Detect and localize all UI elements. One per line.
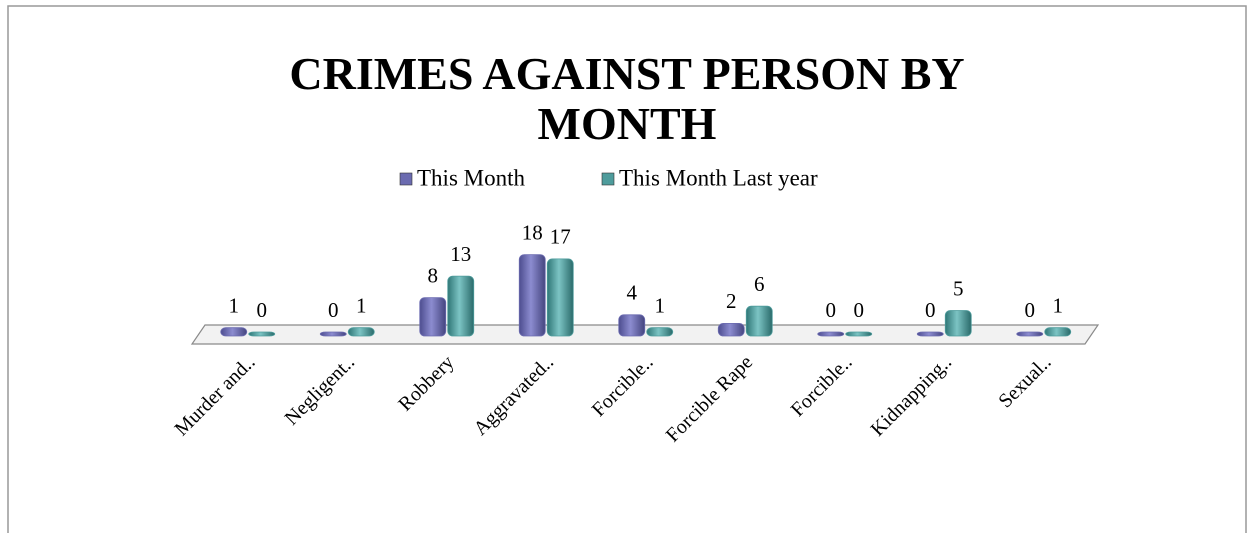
bar xyxy=(845,331,873,337)
x-tick-label: Aggravated.. xyxy=(469,351,558,440)
bar xyxy=(419,297,447,337)
x-tick-label: Kidnapping.. xyxy=(867,351,956,440)
bar xyxy=(347,327,375,337)
x-tick-label: Forcible.. xyxy=(588,351,658,421)
title-line: CRIMES AGAINST PERSON BY xyxy=(289,48,964,99)
bar xyxy=(1044,327,1072,337)
frame xyxy=(7,5,1247,533)
title-line: MONTH xyxy=(538,98,717,149)
bar xyxy=(817,331,845,337)
legend-swatch xyxy=(601,172,615,186)
data-label: 5 xyxy=(953,276,964,300)
data-label: 0 xyxy=(826,298,837,322)
bar xyxy=(944,310,972,337)
floor xyxy=(190,324,1100,345)
x-tick-label: Murder and.. xyxy=(171,351,260,440)
data-label: 1 xyxy=(229,294,240,318)
data-label: 1 xyxy=(356,294,367,318)
data-label: 1 xyxy=(1053,294,1064,318)
legend-swatch xyxy=(399,172,413,186)
data-label: 1 xyxy=(655,294,666,318)
data-label: 4 xyxy=(627,281,638,305)
x-tick-label: Sexual.. xyxy=(994,351,1055,412)
chart-title: MONTH xyxy=(538,98,717,149)
bar xyxy=(1016,331,1044,337)
bar xyxy=(518,254,546,337)
bar xyxy=(220,327,248,337)
data-label: 0 xyxy=(854,298,865,322)
data-label: 17 xyxy=(550,225,571,249)
data-label: 0 xyxy=(925,298,936,322)
data-label: 18 xyxy=(522,220,543,244)
bar xyxy=(717,322,745,337)
bar xyxy=(546,258,574,337)
bar xyxy=(447,275,475,337)
bar xyxy=(618,314,646,337)
legend-label: This Month Last year xyxy=(619,165,818,190)
x-tick-label: Forcible.. xyxy=(787,351,857,421)
data-label: 6 xyxy=(754,272,765,296)
x-tick-label: Negligent.. xyxy=(281,351,359,429)
bar xyxy=(646,327,674,337)
data-label: 0 xyxy=(328,298,339,322)
data-label: 13 xyxy=(450,242,471,266)
bar xyxy=(248,331,276,337)
data-label: 0 xyxy=(1025,298,1036,322)
bar xyxy=(745,305,773,337)
data-label: 2 xyxy=(726,289,737,313)
legend-label: This Month xyxy=(417,165,525,190)
x-tick-label: Forcible Rape xyxy=(662,351,757,446)
data-label: 0 xyxy=(257,298,268,322)
bar xyxy=(916,331,944,337)
chart-title: CRIMES AGAINST PERSON BY xyxy=(289,48,964,99)
x-tick-label: Robbery xyxy=(394,351,458,415)
bar xyxy=(319,331,347,337)
data-label: 8 xyxy=(428,263,439,287)
